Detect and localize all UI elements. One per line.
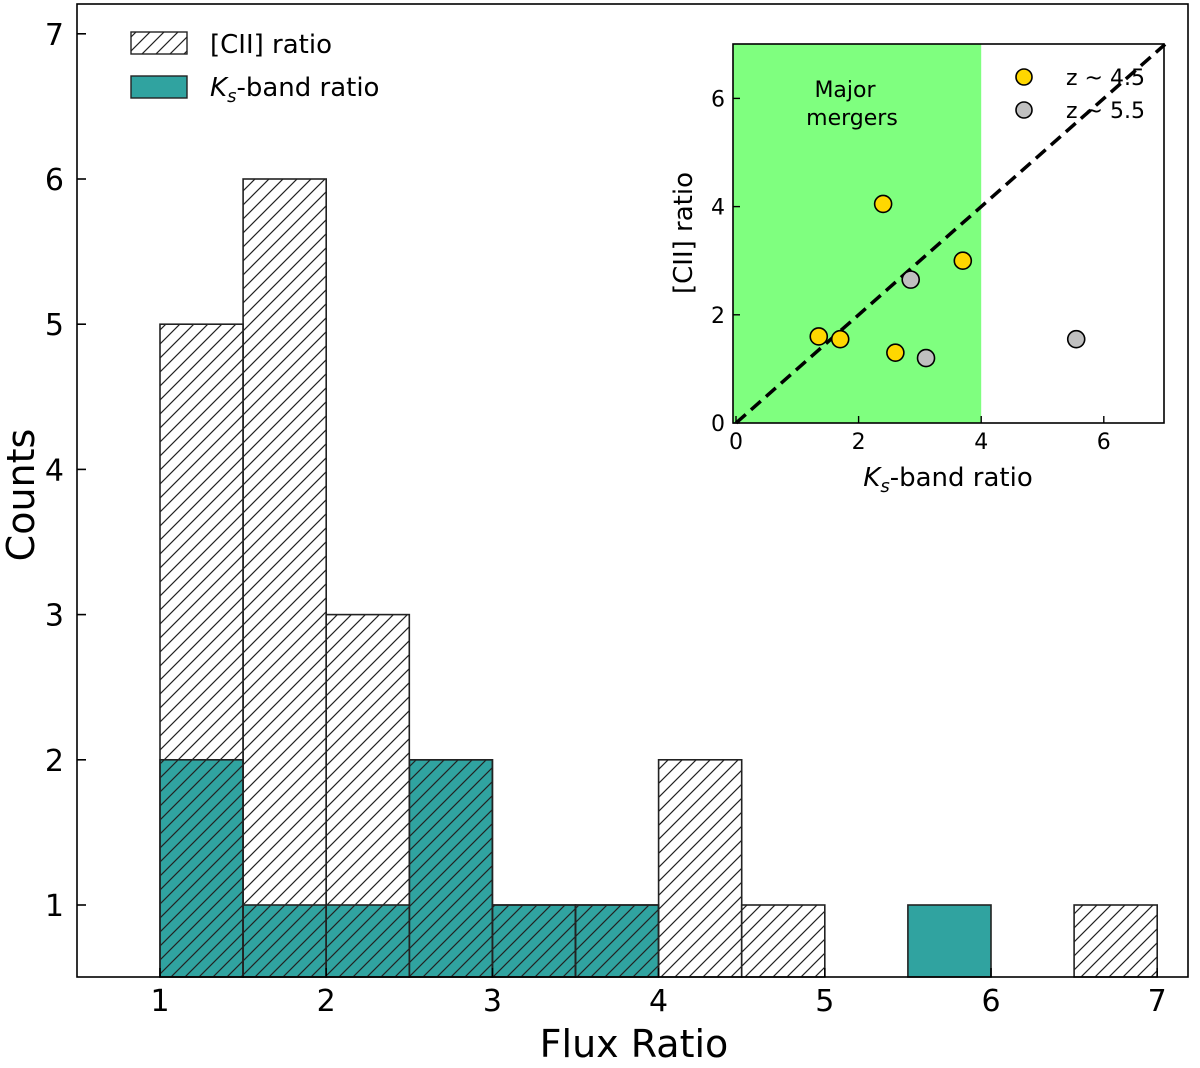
- point-z55-0: [901, 270, 921, 289]
- point-z45-3: [886, 343, 905, 362]
- cii-bar-1: [242, 178, 328, 978]
- point-z55-1: [916, 348, 936, 368]
- legend-label-z55: z ~ 5.5: [1066, 99, 1145, 124]
- main-y-tick-label: 6: [45, 163, 64, 198]
- main-x-tick-label: 4: [649, 984, 668, 1019]
- main-x-axis-title: Flux Ratio: [540, 1022, 729, 1066]
- main-x-axis: 1 2 3 4 5 6 7: [150, 968, 1167, 1019]
- legend-marker-z55: [1015, 101, 1033, 119]
- legend-swatch-cii: [130, 31, 188, 55]
- main-y-tick-label: 1: [45, 889, 64, 924]
- point-z55-2: [1066, 329, 1086, 349]
- main-y-tick-label: 5: [45, 308, 64, 343]
- main-x-tick-label: 5: [815, 984, 834, 1019]
- cii-bar-6: [657, 758, 743, 978]
- main-x-tick-label: 2: [317, 984, 336, 1019]
- inset-y-tick-label: 0: [711, 412, 725, 437]
- main-legend: [CII] ratio Ks-band ratio: [130, 30, 379, 107]
- main-y-tick-label: 2: [45, 744, 64, 779]
- major-mergers-label-line2: mergers: [806, 106, 898, 131]
- inset-y-axis-title: [CII] ratio: [669, 172, 699, 294]
- legend-label-ks: Ks-band ratio: [210, 73, 379, 107]
- legend-marker-z45: [1015, 68, 1033, 86]
- inset-y-tick-label: 2: [711, 304, 725, 329]
- inset-y-tick-label: 4: [711, 196, 725, 221]
- inset-points: [809, 194, 1086, 368]
- inset-x-axis-title: Ks-band ratio: [863, 463, 1032, 497]
- point-z45-1: [830, 329, 850, 349]
- inset-y-tick-label: 6: [711, 87, 725, 112]
- major-mergers-label: Major: [814, 78, 876, 103]
- point-z45-4: [953, 251, 973, 271]
- one-to-one-dashed-line: [734, 42, 1167, 425]
- inset-x-tick-label: 6: [1097, 430, 1111, 455]
- inset-y-axis: 0 2 4 6: [711, 87, 740, 437]
- main-x-tick-label: 1: [150, 984, 169, 1019]
- main-plot-frame: [76, 3, 1189, 978]
- main-y-axis-title: Counts: [0, 429, 43, 562]
- inset-x-tick-label: 2: [852, 430, 866, 455]
- legend-label-cii: [CII] ratio: [210, 30, 332, 60]
- legend-label-z45: z ~ 4.5: [1066, 66, 1145, 91]
- cii-bar-3: [408, 758, 494, 978]
- ks-bar-6: [907, 904, 992, 978]
- main-y-tick-label: 3: [45, 599, 64, 634]
- cii-bar-4: [491, 904, 577, 978]
- inset-x-tick-label: 4: [974, 430, 988, 455]
- cii-bar-5: [574, 904, 660, 978]
- legend-swatch-ks: [130, 75, 188, 99]
- cii-bar-2: [325, 613, 411, 978]
- inset-x-tick-label: 0: [729, 430, 743, 455]
- main-x-tick-label: 3: [483, 984, 502, 1019]
- main-x-tick-label: 6: [981, 984, 1000, 1019]
- point-z45-0: [809, 327, 829, 346]
- main-y-tick-label: 7: [45, 18, 64, 53]
- major-mergers-region: [733, 44, 982, 423]
- inset-plot-frame: [732, 43, 1165, 424]
- cii-bar-0: [159, 323, 244, 978]
- cii-bar-8: [1073, 904, 1158, 978]
- main-x-tick-label: 7: [1148, 984, 1167, 1019]
- main-y-axis: 1 2 3 4 5 6 7: [45, 18, 86, 924]
- inset-x-axis: 0 2 4 6: [729, 416, 1111, 455]
- point-z45-2: [873, 194, 893, 214]
- main-y-tick-label: 4: [45, 453, 64, 488]
- cii-bar-7: [740, 904, 826, 978]
